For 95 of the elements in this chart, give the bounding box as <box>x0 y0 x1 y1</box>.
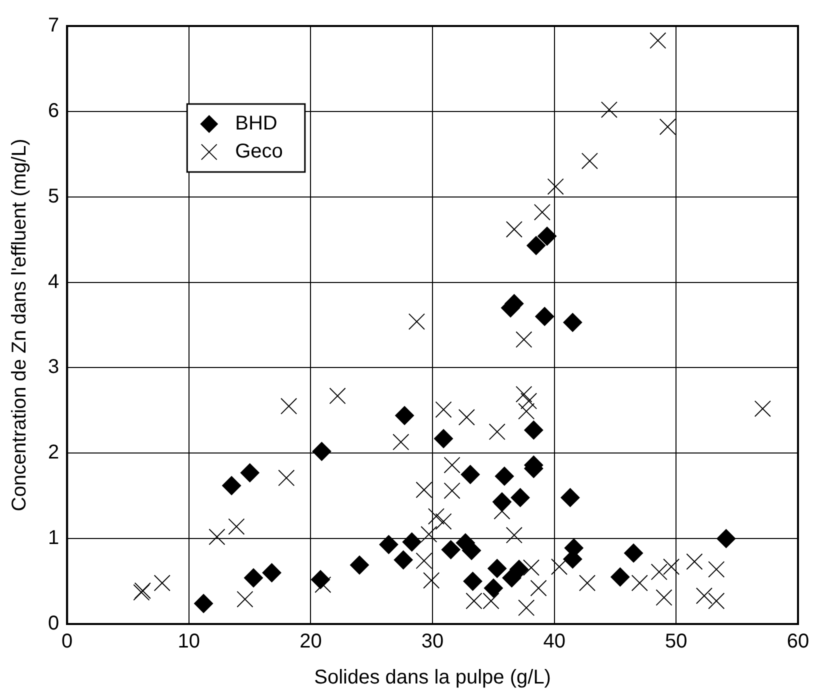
point <box>466 592 482 610</box>
y-tick-label: 1 <box>48 527 60 550</box>
point <box>530 580 547 596</box>
point <box>716 529 736 548</box>
point <box>392 434 410 450</box>
point <box>663 558 680 576</box>
point <box>494 466 514 486</box>
point <box>520 392 538 410</box>
point <box>656 589 672 606</box>
point <box>708 561 725 578</box>
legend-label: Geco <box>235 140 283 163</box>
point <box>222 476 242 496</box>
point <box>482 592 500 610</box>
point <box>659 118 676 136</box>
point <box>329 388 346 404</box>
point <box>350 556 369 575</box>
point <box>428 508 444 525</box>
point <box>516 331 532 348</box>
point <box>444 482 460 500</box>
point <box>463 572 482 591</box>
point <box>686 553 703 570</box>
point <box>435 513 452 530</box>
point <box>416 552 432 570</box>
point <box>416 482 432 498</box>
point <box>563 312 582 332</box>
point <box>522 559 540 576</box>
point <box>488 424 506 440</box>
x-tick-label: 40 <box>543 630 566 653</box>
point <box>524 420 544 440</box>
point <box>434 429 454 448</box>
point <box>435 401 452 418</box>
x-tick-label: 50 <box>665 630 688 653</box>
point <box>547 178 564 195</box>
point <box>458 408 475 426</box>
point <box>228 518 245 535</box>
point <box>460 465 480 484</box>
point <box>650 32 666 49</box>
x-tick-label: 10 <box>178 630 200 653</box>
legend-label: BHD <box>235 112 278 135</box>
y-tick-label: 5 <box>48 185 60 208</box>
point <box>262 563 282 582</box>
point <box>278 470 295 486</box>
y-tick-label: 7 <box>48 14 60 37</box>
point <box>650 564 668 580</box>
point <box>244 568 263 588</box>
point <box>600 101 618 118</box>
point <box>280 398 298 414</box>
point <box>534 204 550 221</box>
y-tick-label: 6 <box>48 100 60 122</box>
point <box>236 590 254 608</box>
point <box>441 540 460 560</box>
point <box>550 558 568 576</box>
y-tick-label: 3 <box>48 356 60 378</box>
point <box>696 588 712 604</box>
point <box>420 526 438 543</box>
y-tick-label: 0 <box>48 612 60 635</box>
point <box>488 558 507 578</box>
point <box>394 550 413 570</box>
point <box>708 592 725 610</box>
point <box>518 599 535 616</box>
x-tick-label: 30 <box>421 630 444 653</box>
point <box>581 152 598 170</box>
x-tick-label: 20 <box>300 630 322 653</box>
point <box>154 574 170 592</box>
point <box>538 226 557 246</box>
point <box>402 532 422 552</box>
y-tick-label: 2 <box>48 442 60 464</box>
point <box>578 574 596 592</box>
point <box>506 221 522 238</box>
point <box>408 313 426 330</box>
point <box>194 594 214 613</box>
point <box>754 400 771 417</box>
y-tick-label: 4 <box>48 270 60 293</box>
point <box>510 560 529 579</box>
point <box>526 236 546 256</box>
point <box>208 528 226 546</box>
x-axis-title: Solides dans la pulpe (g/L) <box>314 666 551 689</box>
point <box>610 568 630 587</box>
point <box>379 535 398 554</box>
point <box>444 456 460 474</box>
point <box>484 578 503 598</box>
y-axis-title: Concentration de Zn dans l'effluent (mg/L) <box>8 138 31 512</box>
point <box>310 570 330 590</box>
point <box>631 574 648 592</box>
point <box>423 572 440 589</box>
point <box>395 406 414 426</box>
point <box>624 544 644 563</box>
point <box>506 526 522 544</box>
point <box>240 463 260 482</box>
x-tick-label: 60 <box>786 630 810 653</box>
point <box>510 488 530 508</box>
point <box>492 492 512 512</box>
point <box>312 442 332 461</box>
point <box>535 306 554 326</box>
point <box>560 488 580 508</box>
